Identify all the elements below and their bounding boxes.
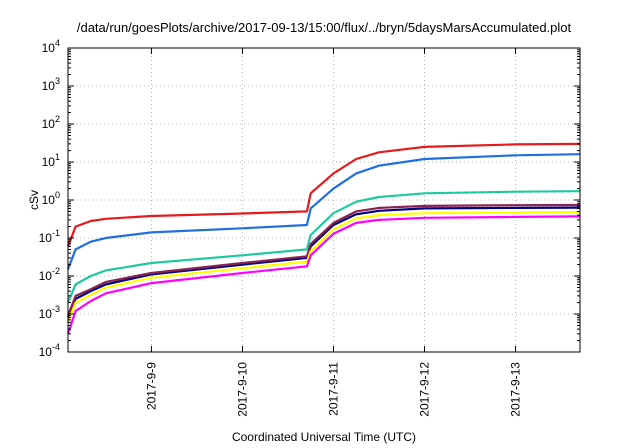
y-tick-label: 10-1 — [39, 228, 60, 245]
y-tick-label: 10-2 — [39, 266, 60, 283]
x-tick-label: 2017-9-10 — [235, 362, 249, 417]
y-tick-label: 104 — [42, 38, 60, 55]
series-layer — [66, 142, 581, 335]
y-tick-label: 101 — [42, 152, 60, 169]
x-tick-label: 2017-9-11 — [326, 362, 340, 416]
y-tick-label: 100 — [42, 190, 60, 207]
y-tick-exponent: 2 — [55, 114, 60, 124]
y-tick-base: 10 — [42, 79, 56, 93]
series-line-1 — [66, 142, 581, 247]
y-tick-base: 10 — [42, 41, 56, 55]
grid — [68, 48, 580, 352]
y-tick-base: 10 — [42, 193, 56, 207]
chart-title: /data/run/goesPlots/archive/2017-09-13/1… — [77, 20, 572, 35]
y-tick-label: 10-4 — [39, 342, 60, 359]
series-line-5 — [66, 203, 581, 317]
y-tick-exponent: 0 — [55, 190, 60, 200]
y-tick-base: 10 — [39, 231, 53, 245]
y-tick-base: 10 — [39, 307, 53, 321]
y-axis-label: cSv — [27, 190, 41, 210]
y-tick-label: 103 — [42, 76, 60, 93]
y-tick-exponent: 3 — [55, 76, 60, 86]
x-axis-label: Coordinated Universal Time (UTC) — [232, 430, 416, 444]
x-tick-label: 2017-9-9 — [144, 362, 158, 410]
y-tick-exponent: -3 — [52, 304, 60, 314]
y-tick-base: 10 — [39, 345, 53, 359]
y-tick-exponent: -4 — [52, 342, 60, 352]
y-tick-exponent: -2 — [52, 266, 60, 276]
y-tick-base: 10 — [39, 269, 53, 283]
ticks — [68, 47, 580, 353]
x-tick-labels: 2017-9-9 2017-9-10 2017-9-11 2017-9-12 2017-… — [144, 362, 522, 417]
y-tick-exponent: -1 — [52, 228, 60, 238]
series-line-2 — [66, 153, 581, 270]
x-tick-label: 2017-9-12 — [418, 362, 432, 417]
series-line-7 — [66, 215, 581, 335]
y-tick-base: 10 — [42, 155, 56, 169]
y-tick-label: 10-3 — [39, 304, 60, 321]
y-tick-label: 102 — [42, 114, 60, 131]
series-line-3 — [66, 190, 581, 304]
y-tick-base: 10 — [42, 117, 56, 131]
series-line-6 — [66, 211, 581, 323]
y-tick-exponent: 4 — [55, 38, 60, 48]
series-line-4 — [66, 206, 581, 319]
x-tick-label: 2017-9-13 — [509, 362, 523, 417]
y-tick-exponent: 1 — [55, 152, 60, 162]
